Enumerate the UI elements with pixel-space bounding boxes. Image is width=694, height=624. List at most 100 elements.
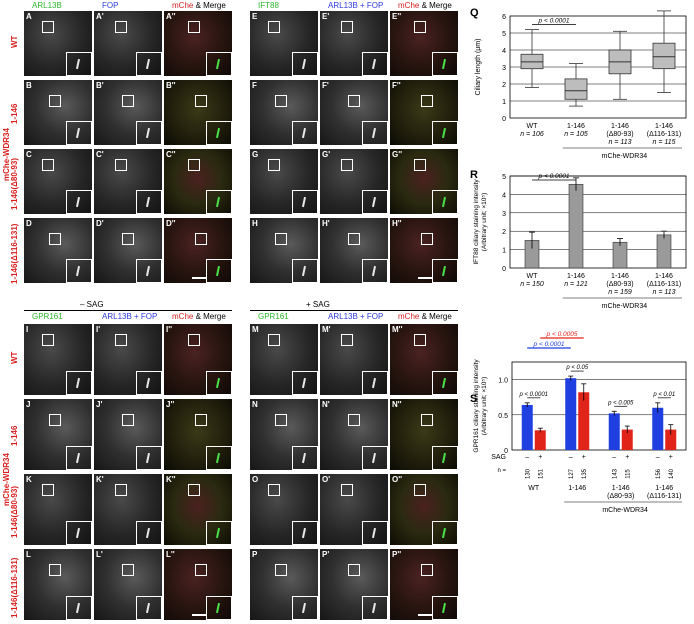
zoom-inset [362, 121, 388, 145]
zoom-inset [206, 521, 232, 545]
tile-label: M [252, 325, 259, 334]
x-tick-label: 1-146 [655, 485, 673, 492]
tile-label: N' [322, 400, 330, 409]
box [652, 42, 676, 70]
cilium-signal [301, 527, 307, 539]
y-tick-label: 4 [502, 48, 506, 55]
micrograph-tile: D' [94, 218, 162, 283]
zoom-region-box [115, 21, 127, 33]
column-header: ARL13B + FOP [328, 312, 383, 321]
x-tick-label: 1-146 [567, 123, 585, 130]
zoom-region-box [115, 159, 127, 171]
zoom-region-box [275, 95, 287, 107]
cilium-signal [441, 127, 447, 139]
merge-header-mche: mChe [172, 312, 194, 321]
significance-label-red: p < 0.0005 [546, 331, 578, 338]
cilium-signal [75, 58, 81, 70]
tile-label: E' [322, 12, 330, 21]
x-tick-label: WT [527, 273, 539, 280]
micrograph-tile: N [250, 399, 318, 470]
zoom-region-box [122, 95, 134, 107]
zoom-inset [136, 521, 162, 545]
y-tick-label: 0 [502, 266, 506, 273]
condition-rule [250, 310, 458, 311]
bar-minus-sag [521, 404, 533, 450]
zoom-region-box [348, 414, 360, 426]
n-label: n = 113 [608, 139, 631, 146]
zoom-inset [136, 446, 162, 470]
cilium-signal [145, 452, 151, 464]
cilium-signal [441, 602, 447, 614]
zoom-inset [66, 121, 92, 145]
zoom-inset [66, 596, 92, 620]
box [564, 78, 588, 100]
x-tick-sublabel: (Δ116-131) [647, 281, 682, 288]
row-label: WT [10, 351, 19, 364]
zoom-region-box [49, 564, 61, 576]
zoom-inset [136, 52, 162, 76]
panel-letter: S [470, 393, 477, 405]
sag-row-label: SAG [491, 454, 506, 461]
column-header-label: ARL13B + FOP [102, 312, 158, 321]
row-label: 1-146(Δ116-131) [10, 223, 19, 284]
n-value: 135 [582, 468, 588, 479]
x-tick-label: 1-146 [612, 485, 630, 492]
zoom-region-box [122, 233, 134, 245]
sag-minus: – [569, 454, 573, 461]
group-label: mChe-WDR34 [602, 303, 648, 310]
tile-label: J' [96, 400, 103, 409]
zoom-region-box [49, 414, 61, 426]
x-tick-label: 1-146 [611, 123, 629, 130]
column-header: mChe & Merge [172, 312, 226, 321]
micrograph-tile: A' [94, 11, 162, 76]
zoom-region-box [275, 414, 287, 426]
zoom-region-box [421, 233, 433, 245]
zoom-inset [432, 446, 458, 470]
zoom-inset [362, 52, 388, 76]
zoom-region-box [115, 484, 127, 496]
zoom-region-box [275, 233, 287, 245]
tile-label: L [26, 550, 31, 559]
micrograph-tile: I'' [164, 324, 232, 395]
tile-label: G [252, 150, 259, 159]
x-tick-label: 1-146 [611, 273, 629, 280]
column-header: ARL13B + FOP [328, 1, 383, 10]
cilium-signal [371, 377, 377, 389]
micrograph-tile: A'' [164, 11, 232, 76]
zoom-region-box [414, 334, 426, 346]
tile-label: A' [96, 12, 104, 21]
micrograph-tile: O [250, 474, 318, 545]
x-tick-sublabel: (Δ116-131) [647, 131, 682, 138]
zoom-inset [206, 52, 232, 76]
tile-label: G'' [392, 150, 403, 159]
micrograph-tile: L' [94, 549, 162, 620]
n-value: 127 [569, 468, 575, 479]
tile-label: B [26, 81, 32, 90]
cilium-signal [371, 196, 377, 208]
tile-label: G' [322, 150, 331, 159]
zoom-region-box [195, 95, 207, 107]
zoom-region-box [348, 233, 360, 245]
zoom-inset [206, 596, 232, 620]
cilium-signal [441, 265, 447, 277]
y-tick-label: 2 [502, 82, 506, 89]
y-tick-label: 4 [502, 192, 506, 199]
micrograph-tile: G [250, 149, 318, 214]
significance-label: p < 0.01 [652, 392, 675, 398]
column-header: mChe & Merge [398, 312, 452, 321]
sag-plus: + [538, 454, 542, 461]
y-tick-label: 2 [502, 229, 506, 236]
panel-letter: R [470, 169, 478, 181]
x-tick-label: 1-146 [655, 273, 673, 280]
zoom-region-box [341, 21, 353, 33]
tile-label: K'' [166, 475, 176, 484]
zoom-inset [292, 190, 318, 214]
cilium-signal [215, 377, 221, 389]
merge-header-mche: mChe [172, 1, 194, 10]
column-header-label: ARL13B + FOP [328, 312, 384, 321]
micrograph-tile: I [24, 324, 92, 395]
cilium-signal [441, 377, 447, 389]
micrograph-tile: H' [320, 218, 388, 283]
tile-label: I [26, 325, 29, 334]
zoom-inset [292, 52, 318, 76]
